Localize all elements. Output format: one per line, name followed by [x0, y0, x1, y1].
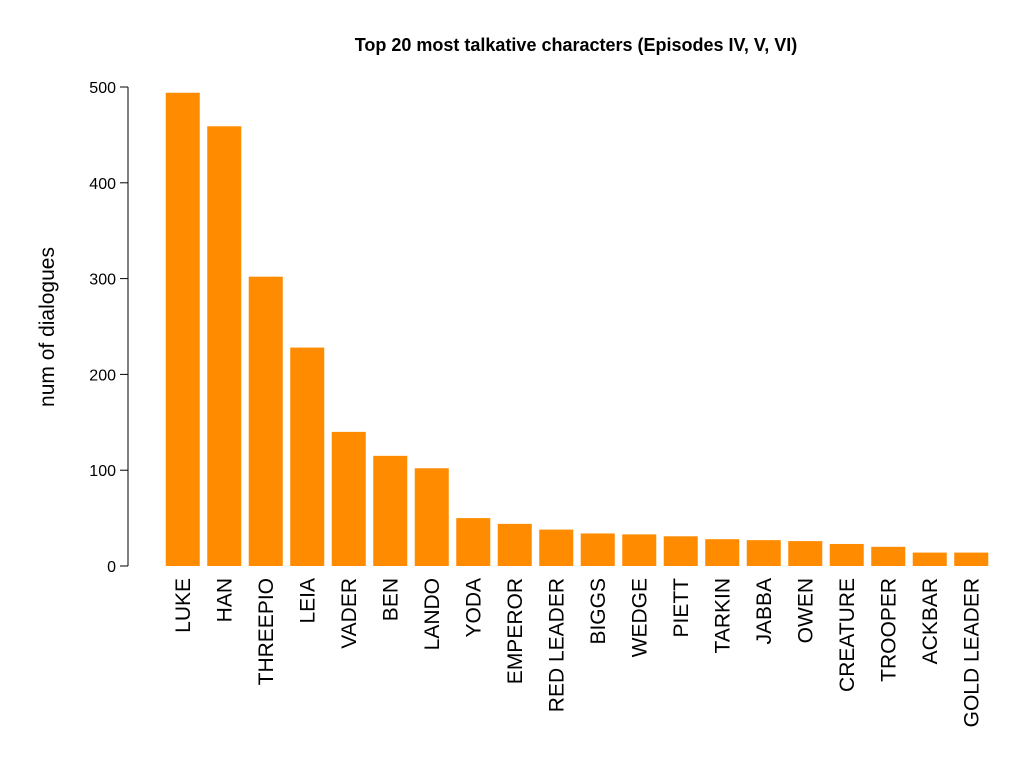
- x-tick-label: HAN: [213, 578, 236, 622]
- bar: [954, 552, 989, 566]
- x-tick-label: LANDO: [421, 578, 444, 650]
- x-axis: LUKE HAN THREEPIO LEIA VADER BEN LANDO YODA EMPE…: [172, 578, 984, 728]
- x-tick-label: VADER: [338, 578, 361, 649]
- bar: [829, 543, 864, 566]
- x-tick-label: ACKBAR: [919, 578, 942, 664]
- bar: [497, 523, 532, 566]
- y-tick-label: 100: [89, 463, 116, 480]
- x-tick-label: EMPEROR: [504, 578, 527, 684]
- y-tick-label: 300: [89, 272, 116, 289]
- x-tick-label: TARKIN: [711, 578, 734, 653]
- x-tick-label: TROOPER: [877, 578, 900, 682]
- bar: [165, 92, 200, 567]
- y-axis: 0 100 200 300 400 500: [89, 80, 129, 576]
- bar: [290, 347, 325, 566]
- bar: [248, 276, 283, 566]
- x-tick-label: CREATURE: [836, 578, 859, 692]
- bar: [414, 468, 449, 566]
- x-tick-label: LUKE: [172, 578, 195, 633]
- bar: [912, 552, 947, 566]
- x-tick-label: BEN: [379, 578, 402, 621]
- y-tick-label: 200: [89, 367, 116, 384]
- x-tick-label: LEIA: [296, 578, 319, 624]
- x-tick-label: OWEN: [794, 578, 817, 643]
- bar: [788, 541, 823, 566]
- x-tick-label: GOLD LEADER: [960, 578, 983, 727]
- x-tick-label: YODA: [462, 578, 485, 638]
- bar: [331, 431, 366, 566]
- y-tick-label: 400: [89, 176, 116, 193]
- bar: [622, 534, 657, 566]
- y-tick-label: 0: [107, 559, 116, 576]
- y-axis-label: num of dialogues: [36, 247, 59, 407]
- x-tick-label: BIGGS: [587, 578, 610, 645]
- bar: [663, 536, 698, 566]
- bar: [580, 533, 615, 566]
- bar: [746, 540, 781, 566]
- x-tick-label: JABBA: [753, 578, 776, 645]
- chart-title: Top 20 most talkative characters (Episod…: [355, 35, 798, 55]
- bar: [207, 126, 242, 566]
- bar: [539, 529, 574, 566]
- x-tick-label: RED LEADER: [545, 578, 568, 712]
- bar: [373, 455, 408, 566]
- bar: [456, 518, 491, 566]
- x-tick-label: WEDGE: [628, 578, 651, 657]
- bar: [705, 539, 740, 566]
- bar: [871, 546, 906, 566]
- x-tick-label: PIETT: [670, 578, 693, 638]
- x-tick-label: THREEPIO: [255, 578, 278, 685]
- bars-group: [165, 92, 989, 567]
- y-tick-label: 500: [89, 80, 116, 97]
